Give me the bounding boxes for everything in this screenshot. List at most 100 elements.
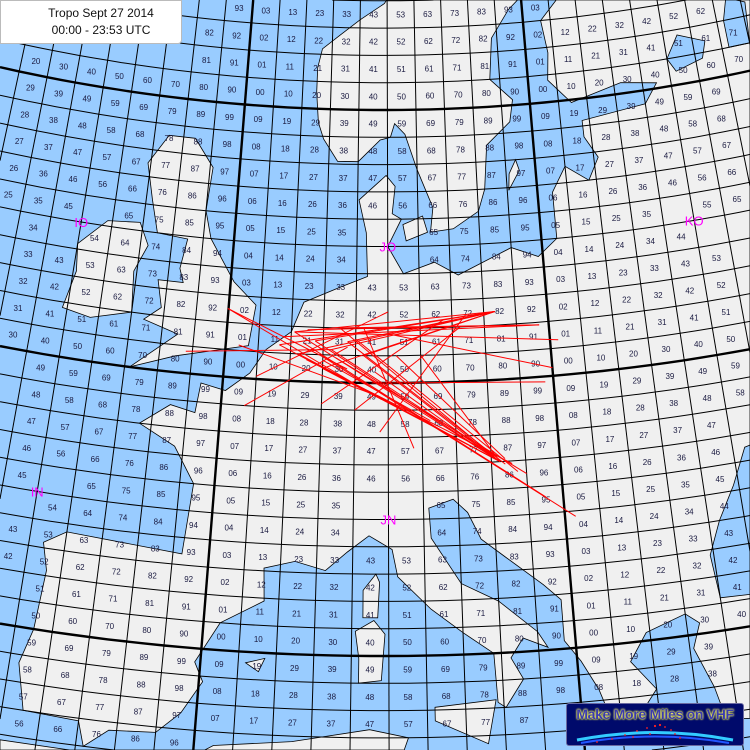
square-label: 68 bbox=[98, 401, 107, 410]
square-label: 32 bbox=[693, 561, 702, 570]
square-label: 62 bbox=[424, 37, 433, 46]
square-label: 83 bbox=[477, 8, 486, 17]
square-label: 66 bbox=[53, 725, 62, 734]
square-label: 71 bbox=[453, 63, 462, 72]
square-label: 90 bbox=[179, 630, 188, 639]
square-label: 39 bbox=[328, 665, 337, 674]
square-label: 91 bbox=[230, 59, 239, 68]
square-label: 78 bbox=[468, 418, 477, 427]
square-label: 10 bbox=[567, 82, 576, 91]
square-label: 92 bbox=[232, 31, 241, 40]
square-label: 25 bbox=[612, 214, 621, 223]
square-label: 43 bbox=[369, 10, 378, 19]
square-meridian bbox=[547, 0, 625, 750]
square-label: 18 bbox=[251, 689, 260, 698]
square-label: 36 bbox=[677, 453, 686, 462]
square-label: 58 bbox=[736, 389, 745, 398]
square-label: 87 bbox=[487, 171, 496, 180]
square-label: 94 bbox=[544, 523, 553, 532]
square-label: 51 bbox=[397, 65, 406, 74]
square-label: 34 bbox=[331, 529, 340, 538]
square-label: 01 bbox=[536, 58, 545, 67]
square-label: 33 bbox=[650, 264, 659, 273]
square-label: 64 bbox=[121, 238, 130, 247]
square-parallel bbox=[0, 401, 750, 439]
square-label: 14 bbox=[585, 245, 594, 254]
square-label: 79 bbox=[102, 649, 111, 658]
square-label: 19 bbox=[252, 662, 261, 671]
square-label: 31 bbox=[14, 304, 23, 313]
square-label: 10 bbox=[254, 635, 263, 644]
square-label: 54 bbox=[90, 234, 99, 243]
propagation-path bbox=[339, 324, 540, 329]
square-label: 24 bbox=[615, 241, 624, 250]
square-label: 31 bbox=[335, 338, 344, 347]
square-label: 12 bbox=[620, 571, 629, 580]
square-label: 99 bbox=[533, 387, 542, 396]
square-label: 17 bbox=[279, 172, 288, 181]
square-label: 50 bbox=[73, 342, 82, 351]
square-label: 13 bbox=[273, 281, 282, 290]
square-label: 80 bbox=[142, 626, 151, 635]
square-label: 70 bbox=[454, 91, 463, 100]
square-label: 11 bbox=[286, 63, 295, 72]
square-label: 53 bbox=[86, 261, 95, 270]
square-label: 77 bbox=[95, 703, 104, 712]
square-label: 94 bbox=[189, 521, 198, 530]
square-label: 78 bbox=[456, 145, 465, 154]
square-parallel bbox=[0, 540, 750, 575]
square-label: 69 bbox=[712, 88, 721, 97]
square-label: 19 bbox=[599, 381, 608, 390]
square-label: 93 bbox=[546, 550, 555, 559]
square-label: 67 bbox=[722, 141, 731, 150]
square-label: 18 bbox=[573, 136, 582, 145]
square-parallel bbox=[0, 512, 750, 548]
square-label: 38 bbox=[631, 129, 640, 138]
square-label: 63 bbox=[423, 10, 432, 19]
square-label: 15 bbox=[261, 499, 270, 508]
square-label: 46 bbox=[367, 475, 376, 484]
field-parallel bbox=[0, 66, 750, 112]
square-label: 32 bbox=[19, 277, 28, 286]
square-label: 63 bbox=[117, 265, 126, 274]
square-label: 88 bbox=[137, 680, 146, 689]
square-meridian bbox=[310, 0, 335, 750]
square-parallel bbox=[0, 595, 750, 630]
square-label: 67 bbox=[57, 698, 66, 707]
square-label: 95 bbox=[191, 494, 200, 503]
field-labels: IO JO KO IN JN bbox=[31, 213, 704, 527]
propagation-path bbox=[244, 346, 348, 407]
square-label: 47 bbox=[368, 174, 377, 183]
square-label: 18 bbox=[632, 679, 641, 688]
square-label: 32 bbox=[336, 310, 345, 319]
square-label: 09 bbox=[234, 388, 243, 397]
propagation-path bbox=[420, 355, 501, 462]
field-label-jn: JN bbox=[381, 513, 397, 528]
square-label: 59 bbox=[69, 369, 78, 378]
square-label: 58 bbox=[404, 693, 413, 702]
square-label: 32 bbox=[342, 37, 351, 46]
square-label: 79 bbox=[479, 664, 488, 673]
square-label: 49 bbox=[82, 94, 91, 103]
square-label: 59 bbox=[731, 362, 740, 371]
square-label: 57 bbox=[401, 447, 410, 456]
square-label: 70 bbox=[734, 55, 743, 64]
square-label: 68 bbox=[717, 114, 726, 123]
square-label: 92 bbox=[527, 305, 536, 314]
square-label: 76 bbox=[458, 200, 467, 209]
square-label: 81 bbox=[497, 335, 506, 344]
square-label: 13 bbox=[288, 8, 297, 17]
square-label: 66 bbox=[428, 201, 437, 210]
square-label: 29 bbox=[311, 118, 320, 127]
square-label: 92 bbox=[506, 33, 515, 42]
square-label: 49 bbox=[366, 666, 375, 675]
square-label: 20 bbox=[629, 350, 638, 359]
square-label: 90 bbox=[203, 358, 212, 367]
square-label: 58 bbox=[107, 126, 116, 135]
propagation-path bbox=[322, 359, 431, 422]
land-sicily bbox=[434, 699, 497, 745]
square-label: 59 bbox=[111, 99, 120, 108]
square-label: 30 bbox=[700, 615, 709, 624]
square-label: 73 bbox=[462, 282, 471, 291]
square-label: 54 bbox=[48, 504, 57, 513]
